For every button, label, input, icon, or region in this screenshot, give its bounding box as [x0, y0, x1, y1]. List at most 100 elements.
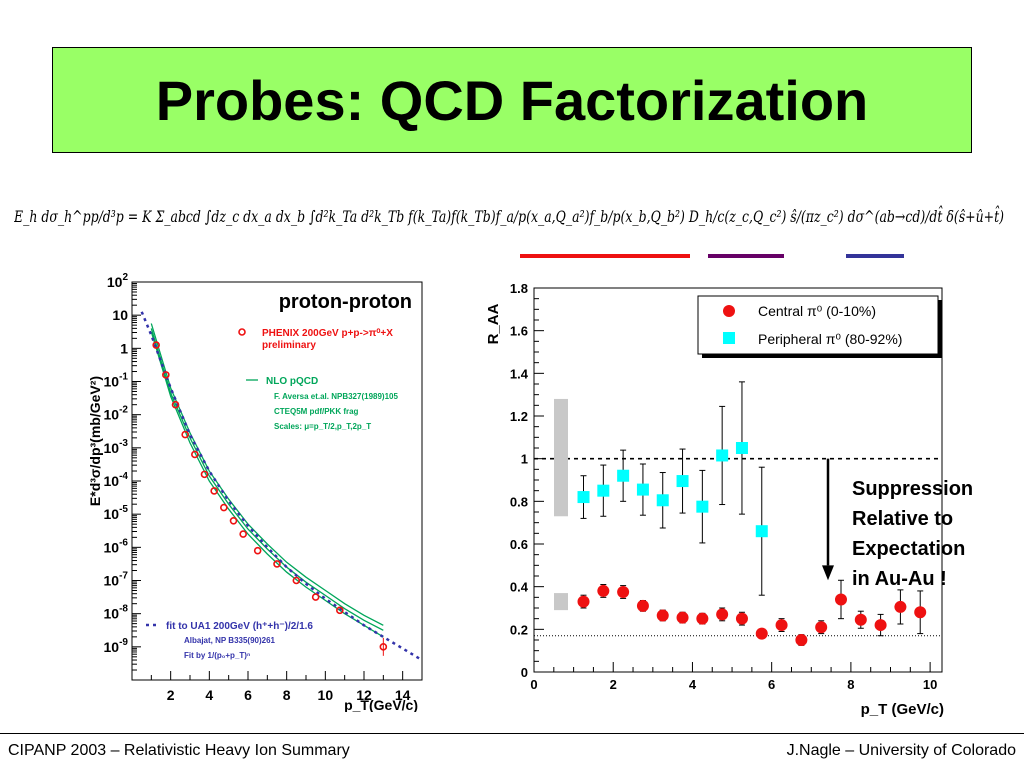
fragmentation-underline-blue [846, 254, 904, 258]
peripheral-data-point [716, 449, 729, 462]
x-axis-label: p_T(GeV/c) [344, 697, 418, 712]
annotation-line: Relative to [852, 508, 954, 530]
legend-data-label: PHENIX 200GeV p+p->π⁰+X [262, 328, 393, 339]
x-tick-label: 10 [318, 687, 334, 703]
central-data-point [676, 611, 689, 624]
suppression-arrow-head [822, 565, 834, 581]
central-data-point [656, 609, 669, 622]
y-tick-label: 0.2 [510, 622, 528, 637]
y-tick-label: 102 [107, 272, 129, 290]
x-tick-label: 8 [283, 687, 291, 703]
y-tick-label: 10 [112, 307, 128, 323]
footer-divider [0, 733, 1024, 734]
pp-data-point [311, 593, 320, 601]
central-data-point [696, 612, 709, 625]
y-tick-label: 1.6 [510, 324, 528, 339]
nlo-curve-pT [150, 328, 384, 631]
peripheral-data-point [676, 475, 689, 488]
y-tick-label: 10-9 [104, 637, 129, 655]
y-tick-label: 10-5 [104, 504, 129, 522]
fragmentation-underline-red [520, 254, 690, 258]
x-tick-label: 0 [530, 677, 537, 692]
pp-cross-section-plot: 10210110-110-210-310-410-510-610-710-810… [87, 272, 423, 712]
pp-data-point [229, 517, 238, 525]
central-data-point [815, 621, 828, 634]
pp-data-point [210, 487, 218, 495]
central-data-point [755, 627, 768, 640]
systematic-band [554, 593, 568, 611]
footer-left: CIPANP 2003 – Relativistic Heavy Ion Sum… [8, 742, 350, 759]
y-tick-label: 10-8 [104, 604, 129, 622]
central-data-point [795, 634, 808, 646]
legend-peripheral-marker [723, 332, 735, 344]
legend-nlo-note: CTEQ5M pdf/PKK frag [274, 407, 359, 416]
peripheral-data-point [755, 525, 768, 538]
y-tick-label: 10-4 [104, 471, 129, 489]
annotation-line: in Au-Au ! [852, 568, 947, 590]
x-tick-label: 10 [923, 677, 937, 692]
peripheral-data-point [617, 469, 630, 482]
y-axis-label: R_AA [485, 303, 502, 344]
fragmentation-underline-purple [708, 254, 784, 258]
peripheral-data-point [597, 484, 610, 497]
qcd-factorization-formula: E_h dσ_h^pp/d³p = K Σ_abcd ∫dz_c dx_a dx… [13, 176, 1014, 256]
pp-data-point [181, 430, 189, 439]
y-tick-label: 0.8 [510, 494, 528, 509]
x-tick-label: 8 [847, 677, 854, 692]
central-data-point [636, 599, 649, 612]
central-data-point [735, 612, 748, 625]
y-tick-label: 1.4 [510, 366, 529, 381]
peripheral-data-point [636, 483, 649, 496]
pp-data-point [220, 503, 228, 512]
footer-right: J.Nagle – University of Colorado [786, 742, 1016, 759]
y-tick-label: 1.2 [510, 409, 528, 424]
legend-nlo-note: F. Aversa et.al. NPB327(1989)105 [274, 392, 398, 401]
legend-fit-label: fit to UA1 200GeV (h⁺+h⁻)/2/1.6 [166, 621, 313, 632]
central-data-point [914, 606, 927, 619]
pp-data-point [239, 530, 247, 538]
central-data-point [834, 593, 847, 606]
central-data-point [894, 600, 907, 613]
ua1-fit-curve [140, 311, 423, 662]
x-tick-label: 2 [610, 677, 617, 692]
pp-data-point [200, 470, 209, 479]
legend-box [697, 295, 939, 355]
legend-data-sublabel: preliminary [262, 340, 316, 351]
x-tick-label: 6 [768, 677, 775, 692]
x-axis-label: p_T (GeV/c) [861, 701, 944, 718]
pp-data-point [162, 371, 170, 379]
nlo-curve-2pT [150, 323, 384, 626]
y-tick-label: 10-2 [104, 405, 129, 423]
x-tick-label: 2 [167, 687, 175, 703]
formula-text: E_h dσ_h^pp/d³p = K Σ_abcd ∫dz_c dx_a dx… [14, 206, 1004, 226]
pp-data-point [253, 546, 262, 555]
slide-title: Probes: QCD Factorization [155, 68, 869, 132]
pp-data-point [379, 643, 388, 651]
x-tick-label: 4 [689, 677, 697, 692]
systematic-band [554, 398, 568, 517]
x-tick-label: 6 [244, 687, 252, 703]
y-tick-label: 10-7 [104, 571, 129, 589]
pp-data-point [171, 400, 180, 409]
y-tick-label: 0 [521, 665, 528, 680]
peripheral-data-point [656, 494, 669, 507]
x-tick-label: 12 [356, 687, 372, 703]
x-tick-label: 14 [395, 687, 411, 703]
central-data-point [874, 619, 887, 632]
suppression-annotation: Suppression Relative to Expectation in A… [852, 474, 973, 594]
y-tick-label: 1 [521, 452, 528, 467]
legend-central-label: Central π⁰ (0-10%) [758, 303, 876, 319]
pp-data-point [152, 341, 160, 349]
y-tick-label: 10-1 [104, 372, 129, 390]
central-data-point [617, 586, 630, 598]
title-box: Probes: QCD Factorization [52, 47, 972, 153]
legend-fit-note: Albajat, NP B335(90)261 [184, 636, 276, 645]
legend-fit-note: Fit by 1/(p₀+p_T)ⁿ [184, 651, 250, 660]
legend-central-marker [723, 305, 735, 317]
legend-nlo-note: Scales: μ=p_T/2,p_T,2p_T [274, 422, 371, 431]
pp-data-point [336, 606, 344, 615]
chart-title: proton-proton [279, 291, 412, 313]
central-data-point [716, 608, 729, 621]
peripheral-data-point [735, 442, 748, 454]
central-data-point [854, 613, 867, 626]
